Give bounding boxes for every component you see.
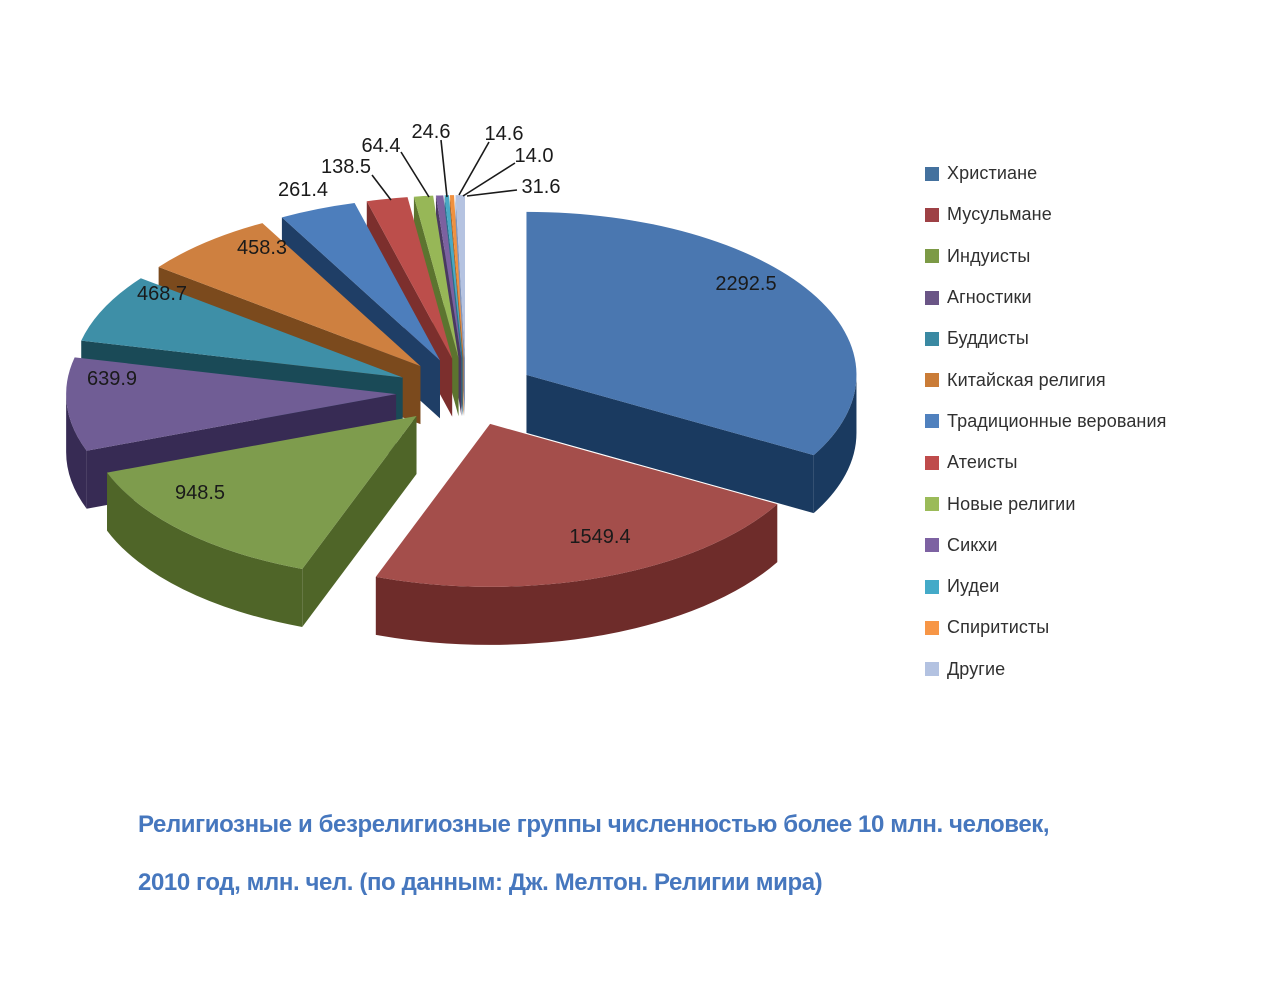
legend-item: Традиционные верования <box>925 401 1225 442</box>
pie-slice-top <box>281 202 440 361</box>
pie-slice-rim <box>813 374 857 514</box>
pie-slice-top <box>449 195 464 359</box>
legend-item: Агностики <box>925 277 1225 318</box>
pie-slice-cut-face <box>526 374 814 514</box>
legend-label: Христиане <box>947 163 1038 184</box>
data-label: 14.6 <box>485 123 524 145</box>
pie-slice-group <box>526 211 857 514</box>
pie-slice-rim <box>66 394 87 509</box>
data-label: 468.7 <box>137 283 187 305</box>
legend-swatch <box>925 249 939 264</box>
data-label: 458.3 <box>237 237 287 259</box>
chart-title-line2: 2010 год, млн. чел. (по данным: Дж. Мелт… <box>138 869 823 896</box>
legend-label: Индуисты <box>947 245 1031 266</box>
pie-chart-3d: 2292.5 1549.4 948.5 639.9 468.7 458.3 261.4138… <box>66 121 857 645</box>
legend-label: Сикхи <box>947 534 998 555</box>
pie-slice-top <box>66 357 397 451</box>
pie-slice-top <box>81 278 403 378</box>
pie-slice-cut-face <box>302 416 417 627</box>
legend-swatch <box>925 290 939 305</box>
pie-slice-group <box>107 416 417 627</box>
pie-slice-top <box>444 195 463 359</box>
data-label: 14.0 <box>515 145 554 167</box>
legend-item: Другие <box>925 649 1225 690</box>
label-leader-line <box>400 151 430 198</box>
data-label: 1549.4 <box>569 526 630 548</box>
legend-label: Новые религии <box>947 493 1076 514</box>
legend-swatch <box>925 331 939 346</box>
label-leader-line <box>462 162 516 197</box>
pie-slice-top <box>158 223 421 367</box>
legend-item: Китайская религия <box>925 359 1225 400</box>
legend-item: Атеисты <box>925 442 1225 483</box>
legend-label: Китайская религия <box>947 369 1106 390</box>
data-label: 948.5 <box>175 482 225 504</box>
legend-label: Мусульмане <box>947 204 1052 225</box>
data-label: 261.4 <box>278 179 328 201</box>
legend-swatch <box>925 166 939 181</box>
legend-swatch <box>925 414 939 429</box>
legend-swatch <box>925 579 939 594</box>
legend-swatch <box>925 373 939 388</box>
legend-label: Иудеи <box>947 576 1000 597</box>
legend-swatch <box>925 207 939 222</box>
data-label: 639.9 <box>87 368 137 390</box>
chart-legend: Христиане Мусульмане Индуисты Агностики Будд… <box>925 153 1225 690</box>
pie-slice-top <box>375 423 778 587</box>
pie-slice-rim <box>107 472 303 627</box>
legend-item: Сикхи <box>925 525 1225 566</box>
data-label: 24.6 <box>412 121 451 143</box>
legend-item: Спиритисты <box>925 607 1225 648</box>
legend-item: Иудеи <box>925 566 1225 607</box>
pie-slice-group <box>375 423 778 645</box>
pie-slice-top <box>455 195 465 358</box>
legend-item: Буддисты <box>925 318 1225 359</box>
legend-item: Новые религии <box>925 483 1225 524</box>
data-label: 31.6 <box>522 176 561 198</box>
pie-slice-top <box>435 195 462 359</box>
pie-slice-top <box>366 197 453 359</box>
pie-slice-top <box>526 211 857 456</box>
legend-swatch <box>925 662 939 677</box>
legend-swatch <box>925 620 939 635</box>
legend-label: Буддисты <box>947 328 1029 349</box>
legend-swatch <box>925 497 939 512</box>
legend-label: Спиритисты <box>947 617 1050 638</box>
legend-item: Индуисты <box>925 236 1225 277</box>
data-label: 138.5 <box>321 156 371 178</box>
legend-label: Атеисты <box>947 452 1018 473</box>
data-label: 2292.5 <box>715 273 776 295</box>
legend-item: Мусульмане <box>925 194 1225 235</box>
label-leader-line <box>466 189 518 197</box>
label-leader-line <box>458 141 490 196</box>
data-label: 64.4 <box>362 135 401 157</box>
pie-slice-rim <box>375 504 778 645</box>
legend-label: Другие <box>947 658 1006 679</box>
pie-slice-top <box>413 195 459 359</box>
legend-swatch <box>925 455 939 470</box>
label-leader-line <box>371 174 392 201</box>
legend-swatch <box>925 538 939 553</box>
label-leader-line <box>440 139 448 198</box>
legend-item: Христиане <box>925 153 1225 194</box>
legend-label: Агностики <box>947 287 1032 308</box>
pie-slice-top <box>107 416 417 569</box>
legend-label: Традиционные верования <box>947 410 1167 431</box>
chart-title-line1: Религиозные и безрелигиозные группы числ… <box>138 811 1050 838</box>
